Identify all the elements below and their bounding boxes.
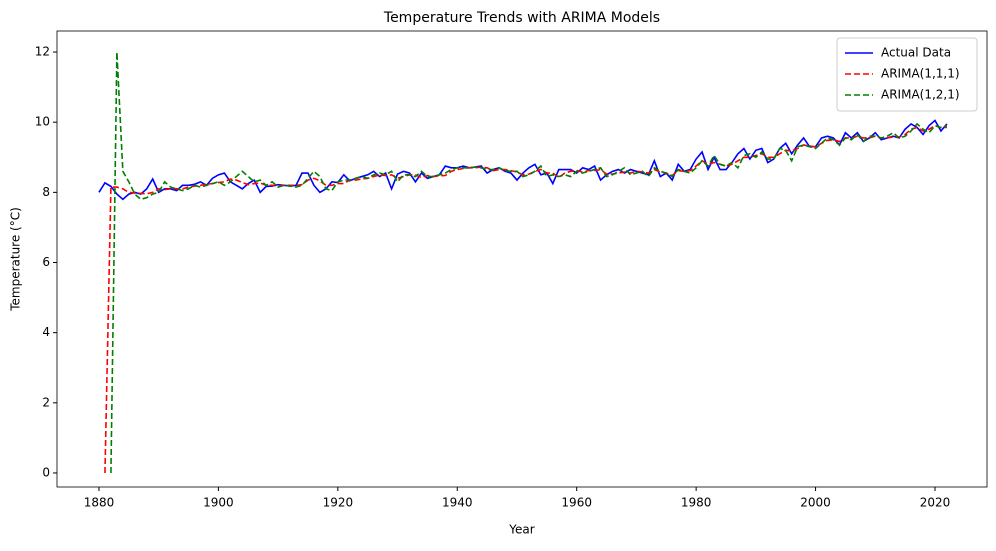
x-tick-label: 1880 <box>84 496 115 510</box>
legend-box <box>836 37 978 112</box>
y-tick-label: 0 <box>42 465 50 479</box>
data-line <box>98 119 948 201</box>
chart-title: Temperature Trends with ARIMA Models <box>383 10 660 26</box>
plot-frame <box>56 30 988 488</box>
y-axis-label: Temperature (°C) <box>9 207 23 312</box>
legend-label: ARIMA(1,2,1) <box>881 88 960 102</box>
x-tick-label: 1980 <box>681 496 712 510</box>
x-tick-label: 2020 <box>920 496 951 510</box>
y-tick-label: 10 <box>35 115 50 129</box>
y-tick-label: 4 <box>42 325 50 339</box>
x-tick-label: 2000 <box>800 496 831 510</box>
data-line <box>110 52 948 473</box>
data-line <box>104 124 947 473</box>
y-tick-label: 2 <box>42 395 50 409</box>
x-tick-label: 1940 <box>442 496 473 510</box>
legend-label: Actual Data <box>881 46 951 60</box>
x-tick-label: 1920 <box>323 496 354 510</box>
legend: Actual Data ARIMA(1,1,1) ARIMA(1,2,1) <box>836 37 978 112</box>
x-axis-label: Year <box>508 523 534 537</box>
y-tick-label: 12 <box>35 45 50 59</box>
y-tick-label: 8 <box>42 185 50 199</box>
legend-label: ARIMA(1,1,1) <box>881 67 960 81</box>
x-tick-label: 1960 <box>561 496 592 510</box>
x-tick-label: 1900 <box>203 496 234 510</box>
y-tick-label: 6 <box>42 255 50 269</box>
